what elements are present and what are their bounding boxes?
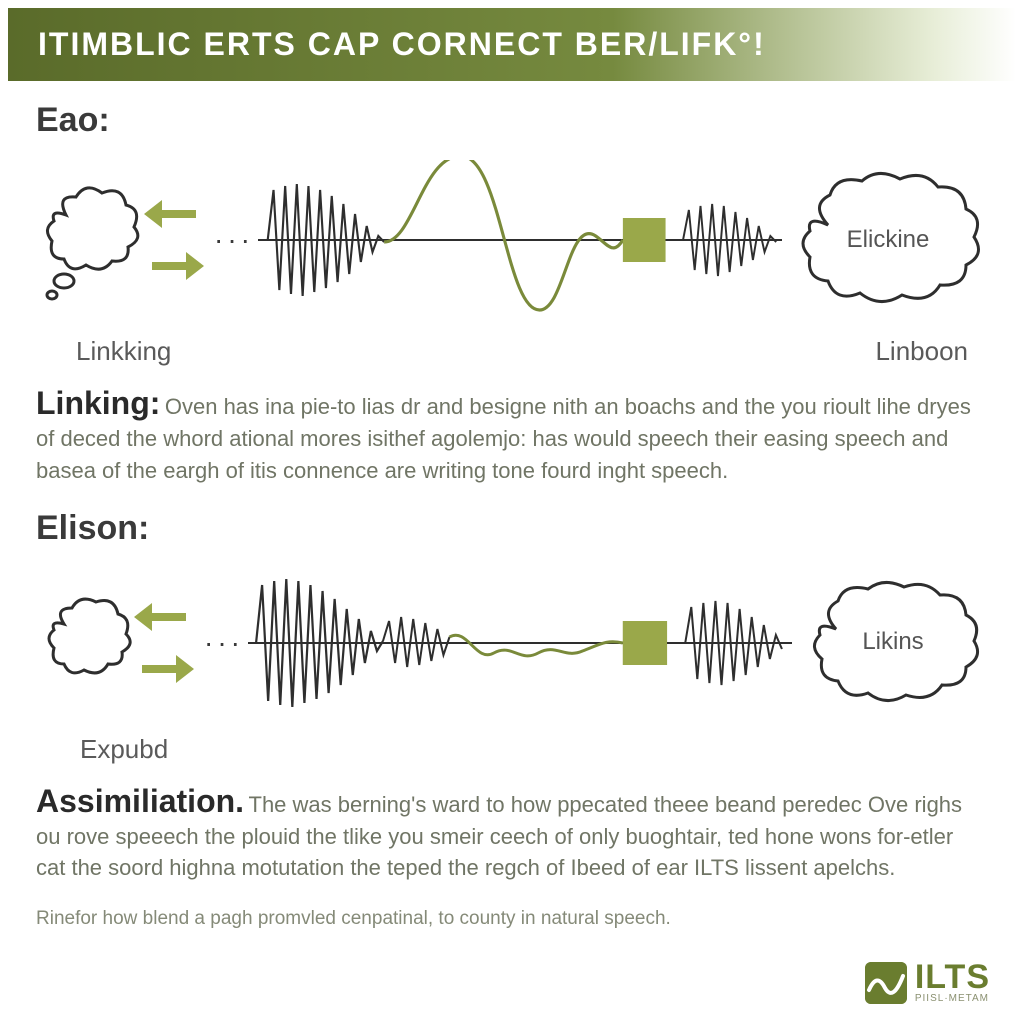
caption-left-1: Linkking (76, 336, 171, 367)
ellipsis-2: ··· (204, 627, 244, 659)
diagram-row-1: ··· Elickine (36, 150, 988, 330)
body1-title: Linking: (36, 385, 160, 421)
thought-cloud-left-1 (36, 175, 146, 305)
arrow-left-icon (142, 194, 206, 234)
content: Eao: ··· (0, 101, 1024, 933)
logo: ILTS PIISL·METAM (865, 962, 990, 1004)
arrow-pair-2 (132, 597, 196, 689)
cloud-right-1: Elickine (788, 165, 988, 315)
header-title: ITIMBLIC ERTS CAP CORNECT BER/LIFK°! (38, 26, 766, 62)
logo-sub: PIISL·METAM (915, 993, 990, 1004)
body-block-1: Linking: Oven has ina pie-to lias dr and… (36, 385, 988, 487)
caption-row-1: Linkking Linboon (36, 336, 988, 367)
diagram-row-2: ··· Likins (36, 558, 988, 728)
body2-title: Assimiliation. (36, 783, 244, 819)
square-marker-1 (623, 218, 666, 262)
body-block-2: Assimiliation. The was berning's ward to… (36, 783, 988, 885)
thought-cloud-left-2 (36, 588, 136, 698)
arrow-right-icon-2 (132, 649, 196, 689)
logo-text-block: ILTS PIISL·METAM (915, 962, 990, 1004)
header-bar: ITIMBLIC ERTS CAP CORNECT BER/LIFK°! (8, 8, 1016, 81)
cloud-text-1: Elickine (847, 226, 930, 253)
cloud-text-2: Likins (862, 628, 923, 655)
footnote: Rinefor how blend a pagh promvled cenpat… (36, 906, 988, 933)
square-marker-2 (623, 621, 667, 665)
logo-mark-icon (865, 962, 907, 1004)
logo-text: ILTS (915, 962, 990, 993)
arrow-pair-1 (142, 194, 206, 286)
body1-text: Oven has ina pie-to lias dr and besigne … (36, 394, 971, 483)
caption-left-2: Expubd (80, 734, 168, 765)
waveform-1 (258, 160, 782, 320)
arrow-left-icon-2 (132, 597, 196, 637)
section2-label: Elison: (36, 509, 988, 548)
caption-row-2: Expubd (36, 734, 988, 765)
waveform-2 (248, 563, 792, 723)
cloud-right-2: Likins (798, 573, 988, 713)
ellipsis-1: ··· (214, 224, 254, 256)
section1-label: Eao: (36, 101, 988, 140)
arrow-right-icon (142, 246, 206, 286)
caption-right-1: Linboon (875, 336, 968, 367)
